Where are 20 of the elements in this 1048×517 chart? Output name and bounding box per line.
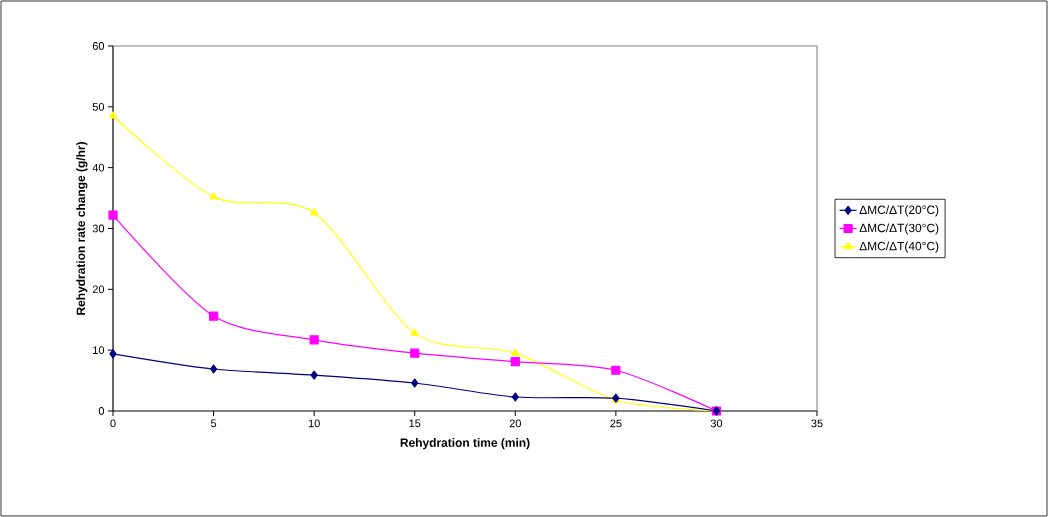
y-tick-label: 0 [98, 407, 105, 415]
x-tick-label: 5 [210, 419, 217, 428]
x-tick-label: 30 [710, 419, 723, 428]
legend-label: ΔMC/ΔT(40°C) [859, 241, 939, 253]
y-tick-label: 50 [92, 102, 105, 111]
y-tick-label: 10 [93, 346, 105, 355]
x-tick-label: 10 [308, 419, 320, 428]
x-tick-label: 25 [610, 419, 622, 428]
y-tick-label: 20 [92, 285, 105, 294]
legend-label: ΔMC/ΔT(30°C) [859, 223, 939, 235]
legend-label: ΔMC/ΔT(20°C) [859, 205, 939, 217]
y-tick-label: 30 [92, 224, 105, 233]
y-axis-title: Rehydration rate change (g/hr) [76, 142, 88, 315]
x-tick-label: 20 [509, 419, 521, 428]
y-tick-label: 60 [92, 42, 105, 50]
x-tick-label: 35 [811, 419, 823, 428]
x-tick-label: 15 [409, 419, 421, 428]
y-tick-label: 40 [92, 163, 105, 172]
x-axis-title: Rehydration time (min) [400, 438, 530, 450]
x-tick-label: 0 [110, 419, 116, 428]
